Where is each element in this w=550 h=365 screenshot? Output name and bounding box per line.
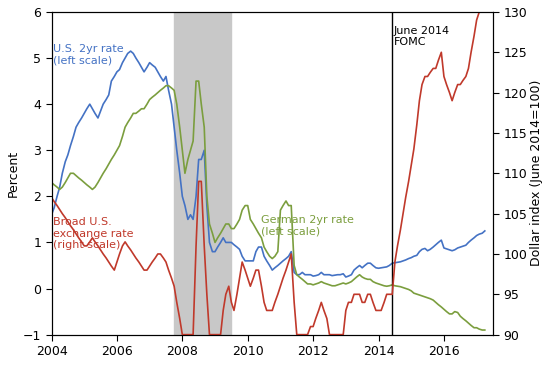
Text: U.S. 2yr rate
(left scale): U.S. 2yr rate (left scale)	[53, 44, 124, 66]
Y-axis label: Percent: Percent	[7, 150, 20, 197]
Bar	[174, 12, 232, 335]
Text: June 2014
FOMC: June 2014 FOMC	[394, 26, 450, 47]
Text: Broad U.S.
exchange rate
(right scale): Broad U.S. exchange rate (right scale)	[53, 217, 134, 250]
Text: German 2yr rate
(left scale): German 2yr rate (left scale)	[261, 215, 354, 237]
Y-axis label: Dollar index (June 2014=100): Dollar index (June 2014=100)	[530, 80, 543, 266]
